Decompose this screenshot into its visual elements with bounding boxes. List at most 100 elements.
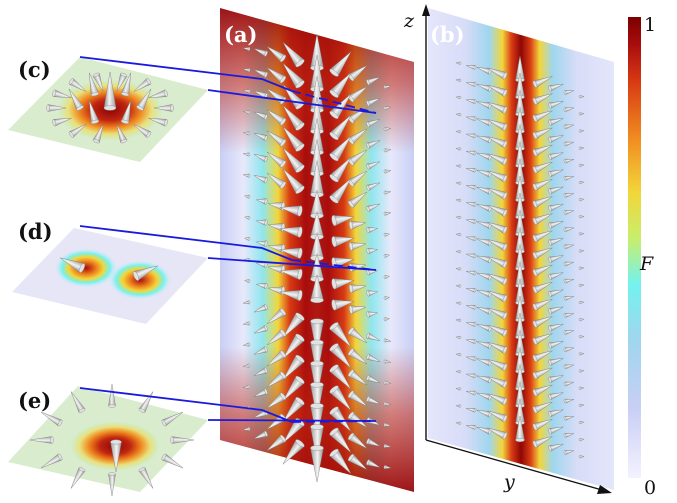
spin-cone (282, 42, 305, 68)
spin-cone (578, 352, 585, 356)
spin-cone (548, 375, 564, 383)
inset-d-spin-cones (60, 257, 158, 281)
spin-cone (266, 350, 286, 367)
spin-cone (161, 453, 184, 469)
spin-cone (68, 88, 84, 111)
spin-cone (366, 353, 381, 363)
spin-cone (282, 168, 305, 194)
spin-cone (532, 93, 553, 106)
inset-d-lobe-right (108, 260, 172, 300)
spin-cone (366, 182, 381, 191)
spin-cone (383, 85, 392, 90)
spin-cone (282, 397, 305, 423)
spin-cone (266, 151, 286, 168)
connector-line (79, 225, 293, 261)
spin-cone (349, 221, 367, 230)
spin-cone (255, 240, 268, 247)
spin-cone (578, 420, 585, 425)
spin-cone (455, 284, 462, 288)
spin-cone (466, 202, 477, 207)
spin-cone (279, 268, 303, 280)
spin-cone (253, 153, 268, 163)
panel-b-spin-cones (455, 55, 585, 459)
spin-cone (52, 89, 72, 99)
spin-cone (282, 439, 305, 465)
spin-cone (455, 181, 462, 185)
spin-cone (40, 453, 63, 469)
spin-cone (487, 325, 508, 337)
spin-cone (455, 130, 462, 134)
spin-cone (563, 381, 574, 387)
spin-cone (366, 290, 379, 297)
spin-cone (466, 270, 477, 276)
spin-cone (548, 135, 564, 143)
spin-cone (310, 274, 324, 304)
axes: z y (403, 4, 612, 494)
spin-cone (255, 198, 268, 205)
spin-cone (487, 153, 508, 166)
spin-cone (253, 48, 268, 57)
spin-cone (548, 238, 564, 246)
spin-cone (267, 201, 285, 211)
spin-cone (331, 278, 355, 290)
spin-cone (466, 133, 477, 139)
spin-cone (383, 317, 390, 322)
spin-cone (348, 191, 368, 208)
spin-cone (383, 338, 392, 343)
spin-cone (110, 439, 122, 473)
spin-cone (578, 163, 585, 167)
inset-e: (e) (8, 383, 208, 497)
spin-cone (466, 339, 477, 345)
spin-cone (563, 313, 574, 318)
spin-cone (578, 95, 585, 99)
spin-cone (487, 187, 508, 200)
spin-cone (578, 283, 585, 287)
spin-cone (266, 172, 286, 189)
spin-cone (563, 296, 574, 301)
spin-cone (578, 215, 585, 219)
spin-cone (253, 430, 268, 439)
spin-cone (532, 436, 553, 448)
connector-line (207, 89, 377, 114)
spin-cone (578, 403, 585, 407)
spin-cone (383, 106, 392, 111)
spin-cone (148, 117, 168, 127)
inset-e-spin-cones (29, 383, 195, 497)
spin-cone (242, 131, 251, 136)
spin-cone (466, 373, 477, 379)
spin-cone (563, 227, 574, 233)
spin-cone (487, 205, 508, 217)
spin-cone (266, 308, 286, 325)
y-axis-label: y (503, 471, 515, 493)
connector-line (207, 257, 377, 271)
spin-cone (515, 415, 525, 442)
spin-cone (255, 219, 268, 226)
spin-cone (348, 432, 368, 449)
spin-cone (329, 364, 352, 390)
spin-cone (329, 448, 352, 474)
spin-cone (487, 256, 508, 269)
spin-cone (329, 427, 352, 453)
spin-cone (487, 222, 508, 234)
spin-cone (70, 467, 86, 489)
spin-cone (532, 401, 553, 414)
spin-cone (563, 244, 574, 250)
spin-cone (383, 148, 392, 153)
spin-cone (253, 304, 268, 313)
spin-cone (266, 109, 286, 126)
spin-cone (466, 407, 477, 413)
spin-cone (487, 85, 508, 97)
spin-cone (548, 186, 564, 195)
spin-cone (329, 343, 352, 369)
spin-cone (242, 152, 251, 157)
panel-a-label: (a) (224, 22, 257, 47)
spin-cone (563, 158, 574, 164)
spin-cone (515, 347, 525, 374)
spin-cone (466, 219, 477, 225)
z-axis-label: z (403, 10, 415, 32)
spin-cone (253, 111, 268, 121)
spin-cone (548, 306, 564, 315)
spin-cone (383, 465, 392, 469)
spin-cone (487, 393, 508, 406)
spin-cone (383, 401, 392, 406)
